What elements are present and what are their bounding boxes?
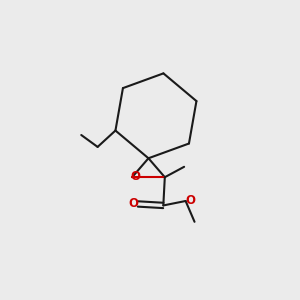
Text: O: O: [131, 170, 141, 183]
Text: O: O: [185, 194, 195, 207]
Text: O: O: [128, 196, 138, 210]
